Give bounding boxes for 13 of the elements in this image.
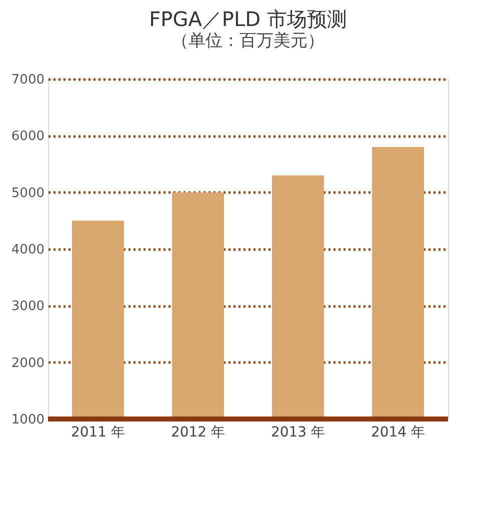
y-tick-label: 2000: [11, 356, 44, 371]
chart-title: FPGA／PLD 市场预测: [149, 7, 347, 31]
x-tick-label: 2012 年: [170, 424, 226, 440]
chart-subtitle: （单位：百万美元）: [172, 31, 324, 51]
x-tick-label: 2014 年: [370, 424, 426, 440]
y-tick-label: 4000: [11, 242, 44, 258]
y-tick-label: 5000: [11, 186, 44, 201]
y-tick-label: 6000: [11, 129, 44, 144]
x-tick-label: 2013 年: [270, 424, 326, 440]
y-tick-label: 1000: [11, 412, 44, 428]
x-tick-label: 2011 年: [70, 424, 126, 440]
y-tick-label: 3000: [11, 299, 44, 314]
y-tick-label: 7000: [11, 72, 44, 88]
